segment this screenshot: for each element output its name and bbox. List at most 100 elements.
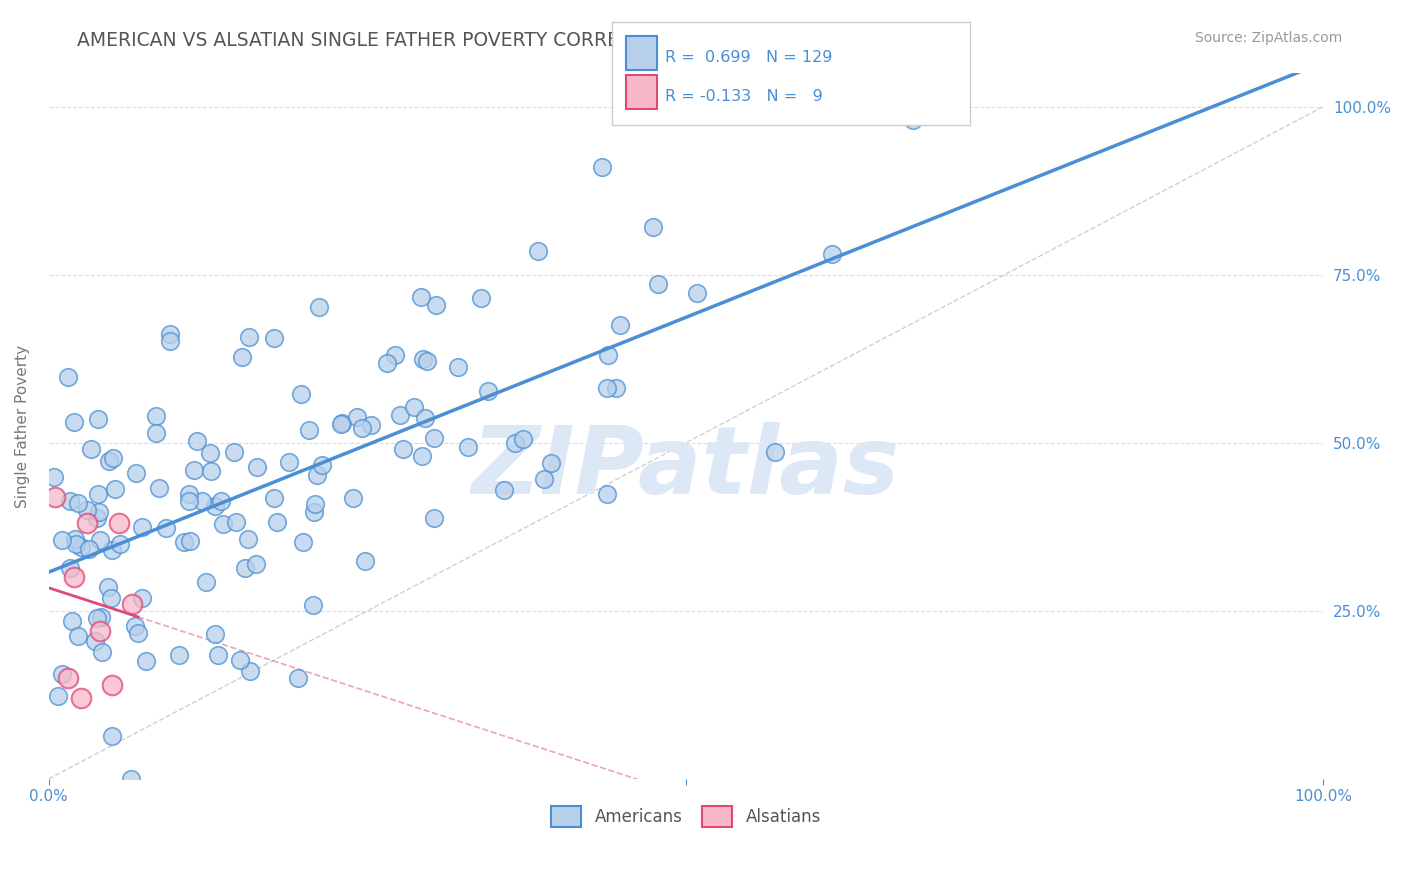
Point [360,418,382,433]
Point [90,609,112,624]
Point [100,729,122,743]
Point [63,415,86,429]
Point [233,561,256,575]
Point [239,664,262,678]
Point [596,381,619,395]
Point [46,690,69,704]
Point [409,290,432,304]
Point [391,442,413,456]
Point [231,350,253,364]
Text: Source: ZipAtlas.com: Source: ZipAtlas.com [1195,31,1343,45]
Point [100,591,122,605]
Point [44,490,66,504]
Point [145,409,167,424]
Point [598,348,620,362]
Point [422,431,444,445]
Point [305,468,328,483]
Point [101,678,124,692]
Point [346,409,368,424]
Point [229,653,252,667]
Point [131,520,153,534]
Point [51,667,73,681]
Point [763,444,786,458]
Point [298,423,321,437]
Point [330,416,353,430]
Point [195,575,218,590]
Point [101,451,124,466]
Point [477,384,499,398]
Point [224,445,246,459]
Point [66,629,89,643]
Point [605,381,627,395]
Point [155,521,177,535]
Point [145,425,167,440]
Point [457,440,479,454]
Point [89,624,111,638]
Point [69,540,91,554]
Point [108,537,131,551]
Point [304,497,326,511]
Point [350,421,373,435]
Point [131,591,153,605]
Point [225,515,247,529]
Point [177,494,200,508]
Point [413,411,436,425]
Text: R =  0.699   N = 129: R = 0.699 N = 129 [665,50,832,65]
Point [125,466,148,480]
Point [245,558,267,572]
Point [59,561,82,575]
Point [512,432,534,446]
Point [503,436,526,450]
Point [42,470,65,484]
Point [51,533,73,547]
Point [120,772,142,786]
Point [591,160,613,174]
Point [86,411,108,425]
Point [56,671,79,685]
Point [211,494,233,508]
Point [86,511,108,525]
Point [492,483,515,497]
Point [245,460,267,475]
Point [58,370,80,384]
Point [238,329,260,343]
Point [423,511,446,525]
Point [266,516,288,530]
Point [79,442,101,456]
Point [148,481,170,495]
Point [183,463,205,477]
Point [533,472,555,486]
Point [87,505,110,519]
Point [596,487,619,501]
Point [311,458,333,472]
Legend: Americans, Alsatians: Americans, Alsatians [544,799,828,834]
Y-axis label: Single Father Poverty: Single Father Poverty [15,344,30,508]
Point [292,534,315,549]
Point [901,113,924,128]
Point [91,645,114,659]
Point [198,446,221,460]
Point [412,351,434,366]
Point [121,597,143,611]
Point [204,626,226,640]
Point [470,291,492,305]
Point [98,454,121,468]
Point [686,286,709,301]
Point [86,610,108,624]
Point [124,619,146,633]
Point [263,491,285,506]
Point [287,671,309,685]
Text: AMERICAN VS ALSATIAN SINGLE FATHER POVERTY CORRELATION CHART: AMERICAN VS ALSATIAN SINGLE FATHER POVER… [77,31,756,50]
Point [821,247,844,261]
Point [647,277,669,291]
Point [76,516,98,531]
Point [108,516,131,531]
Point [447,359,470,374]
Text: R = -0.133   N =   9: R = -0.133 N = 9 [665,89,823,104]
Point [62,614,84,628]
Point [212,516,235,531]
Point [375,356,398,370]
Point [186,434,208,449]
Point [609,318,631,333]
Point [384,348,406,362]
